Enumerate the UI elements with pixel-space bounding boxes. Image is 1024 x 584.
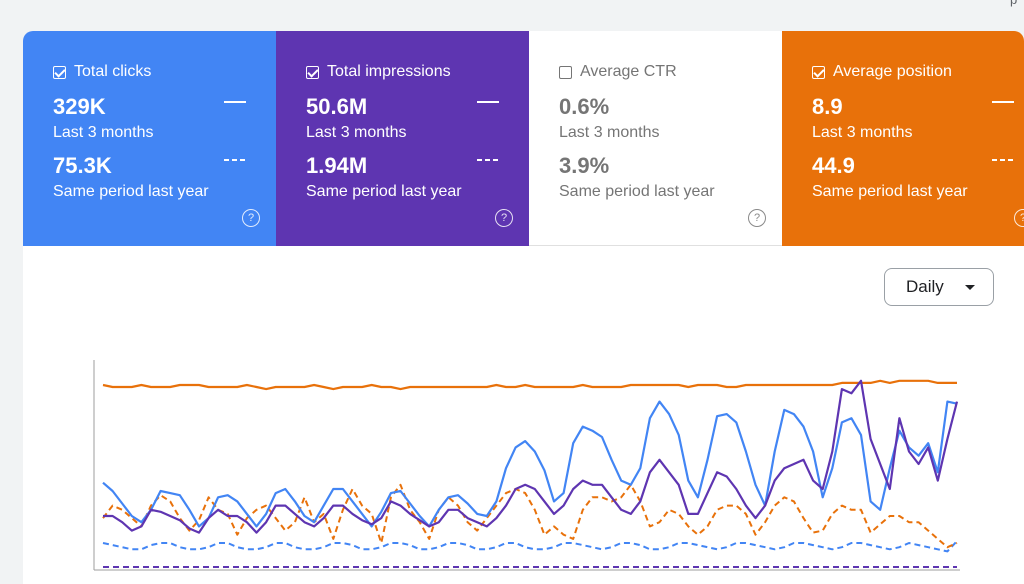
metric-value: 329K xyxy=(53,94,106,119)
metric-toggle[interactable]: Average position xyxy=(812,63,952,81)
metric-card-total-impressions[interactable]: Total impressions 50.6M Last 3 months 1.… xyxy=(276,31,529,246)
caret-down-icon xyxy=(965,285,975,290)
metric-period: Last 3 months xyxy=(812,124,913,141)
series-line-1 xyxy=(102,400,958,528)
checkbox-icon[interactable] xyxy=(559,65,572,79)
help-icon[interactable]: ? xyxy=(495,209,513,227)
metric-value: 50.6M xyxy=(306,94,368,119)
metric-toggle[interactable]: Total clicks xyxy=(53,63,151,81)
metric-compare-value: 3.9% xyxy=(559,153,610,178)
dashed-line-legend-icon xyxy=(477,159,499,161)
solid-line-legend-icon xyxy=(477,101,499,103)
help-icon[interactable]: ? xyxy=(748,209,766,227)
metric-value: 0.6% xyxy=(559,94,610,119)
metric-period: Last 3 months xyxy=(559,124,660,141)
metric-compare-period: Same period last year xyxy=(812,183,968,200)
metric-period: Last 3 months xyxy=(53,124,154,141)
metric-compare-value: 75.3K xyxy=(53,153,112,178)
metric-card-average-position[interactable]: Average position 8.9 Last 3 months 44.9 … xyxy=(782,31,1024,246)
checkbox-icon[interactable] xyxy=(53,65,66,79)
series-line-0 xyxy=(102,379,957,391)
top-right-fragment: p xyxy=(1010,0,1017,7)
metric-period: Last 3 months xyxy=(306,124,407,141)
metric-cards: Total clicks 329K Last 3 months 75.3K Sa… xyxy=(23,31,1024,246)
dashed-line-legend-icon xyxy=(224,159,246,161)
series-line-4 xyxy=(102,540,958,553)
granularity-dropdown[interactable]: Daily xyxy=(884,268,994,306)
metric-label: Total clicks xyxy=(74,63,152,80)
chart-series-layer xyxy=(102,379,959,568)
solid-line-legend-icon xyxy=(224,101,246,103)
series-line-3 xyxy=(102,483,958,549)
metric-label: Average position xyxy=(833,63,952,80)
performance-panel: Total clicks 329K Last 3 months 75.3K Sa… xyxy=(23,31,1024,584)
metric-compare-period: Same period last year xyxy=(306,183,462,200)
granularity-selected: Daily xyxy=(906,277,944,296)
metric-compare-value: 44.9 xyxy=(812,153,855,178)
metric-toggle[interactable]: Total impressions xyxy=(306,63,451,81)
metric-value: 8.9 xyxy=(812,94,843,119)
series-line-2 xyxy=(103,379,959,534)
dashed-line-legend-icon xyxy=(992,159,1014,161)
metric-compare-value: 1.94M xyxy=(306,153,368,178)
metric-compare-period: Same period last year xyxy=(53,183,209,200)
solid-line-legend-icon xyxy=(992,101,1014,103)
metric-compare-period: Same period last year xyxy=(559,183,715,200)
checkbox-icon[interactable] xyxy=(812,65,825,79)
checkbox-icon[interactable] xyxy=(306,65,319,79)
metric-label: Total impressions xyxy=(327,63,451,80)
metric-label: Average CTR xyxy=(580,63,677,80)
help-icon[interactable]: ? xyxy=(242,209,260,227)
metric-card-average-ctr[interactable]: Average CTR 0.6% Last 3 months 3.9% Same… xyxy=(529,31,782,246)
metric-card-total-clicks[interactable]: Total clicks 329K Last 3 months 75.3K Sa… xyxy=(23,31,276,246)
metric-toggle[interactable]: Average CTR xyxy=(559,63,677,81)
